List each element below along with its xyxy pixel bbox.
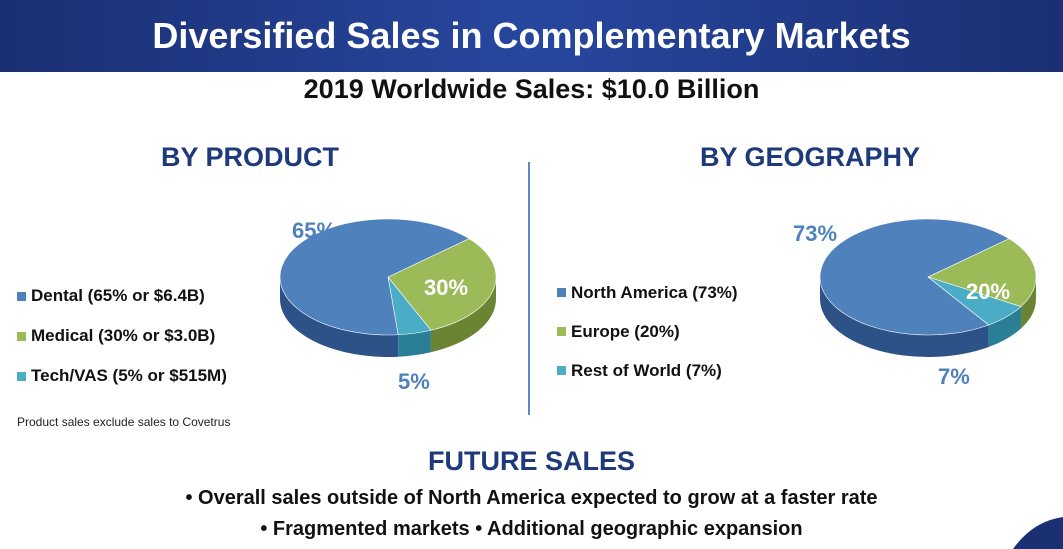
title-banner (0, 0, 1063, 72)
geography-pct-europe: 20% (966, 279, 1011, 304)
legend-item-dental: Dental (65% or $6.4B) (17, 276, 227, 316)
geography-pct-north-america: 73% (793, 221, 838, 246)
product-pie-slice-dental (279, 218, 470, 336)
geography-heading: BY GEOGRAPHY (700, 142, 921, 172)
geography-pie-slice-north-america (819, 218, 1010, 336)
legend-item-europe: Europe (20%) (557, 312, 738, 351)
product-pie-slice-medical (387, 238, 497, 331)
section-divider (528, 162, 530, 415)
slide-subtitle: 2019 Worldwide Sales: $10.0 Billion (303, 74, 760, 104)
legend-label-dental: Dental (65% or $6.4B) (31, 286, 205, 305)
swatch-green (17, 331, 26, 341)
geography-pie-side-europe (1020, 277, 1036, 329)
legend-label-europe: Europe (20%) (571, 321, 680, 341)
geography-pie-slice-europe (927, 238, 1037, 307)
product-heading: BY PRODUCT (161, 142, 340, 172)
product-pie-side-tech-vas (398, 330, 431, 357)
product-legend: Dental (65% or $6.4B) Medical (30% or $3… (17, 276, 227, 396)
swatch-blue (557, 288, 566, 297)
product-pct-medical: 30% (424, 275, 469, 300)
product-pie-side-dental (280, 277, 399, 357)
product-pct-tech: 5% (398, 369, 430, 394)
product-pie-chart (279, 218, 497, 357)
slide-title: Diversified Sales in Complementary Marke… (152, 15, 911, 56)
future-bullet-2: • Fragmented markets • Additional geogra… (260, 518, 803, 540)
geography-legend: North America (73%) Europe (20%) Rest of… (557, 273, 738, 390)
future-bullet-1: • Overall sales outside of North America… (185, 487, 878, 509)
geography-pie-side-north-america (820, 277, 989, 357)
future-sales-heading: FUTURE SALES (427, 446, 635, 476)
legend-item-rest-of-world: Rest of World (7%) (557, 351, 738, 390)
legend-label-tech: Tech/VAS (5% or $515M) (31, 366, 227, 385)
legend-item-medical: Medical (30% or $3.0B) (17, 316, 227, 356)
legend-label-north-america: North America (73%) (571, 282, 738, 302)
legend-item-north-america: North America (73%) (557, 273, 738, 312)
legend-item-tech: Tech/VAS (5% or $515M) (17, 356, 227, 396)
product-footnote: Product sales exclude sales to Covetrus (17, 415, 231, 429)
product-pie-side-medical (430, 277, 496, 353)
geography-pie-chart (819, 218, 1037, 357)
swatch-teal (17, 371, 26, 381)
legend-label-medical: Medical (30% or $3.0B) (31, 326, 216, 345)
swatch-green (557, 327, 566, 336)
legend-label-rest-of-world: Rest of World (7%) (571, 360, 722, 380)
swatch-teal (557, 366, 566, 375)
geography-pct-rest-of-world: 7% (938, 364, 970, 389)
product-pct-dental: 65% (292, 218, 337, 243)
corner-decoration (1013, 517, 1063, 549)
geography-pie-side-rest-of-world (988, 306, 1021, 347)
swatch-blue (17, 291, 26, 301)
